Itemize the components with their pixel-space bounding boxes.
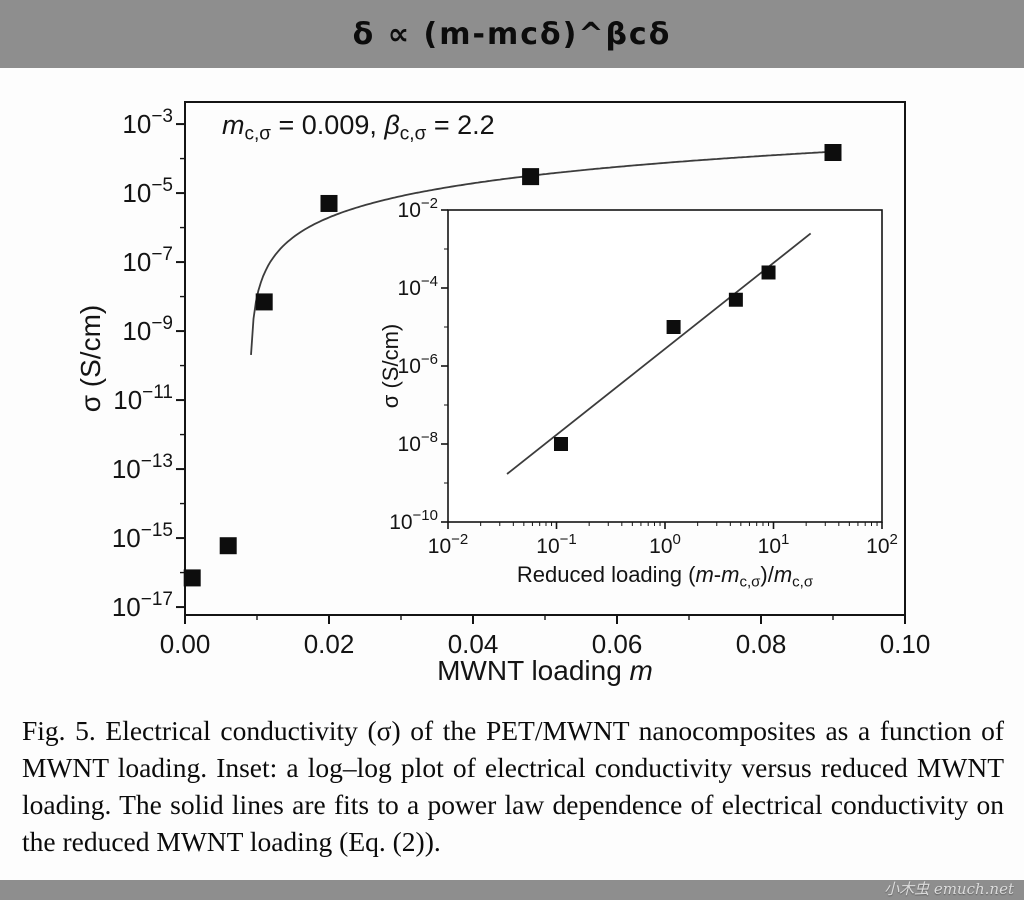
formula-text: δ ∝ (m-mcδ)^βcδ [352,16,672,52]
figure-panel: 0.00 0.02 0.04 0.06 0.08 0.10 10−3 10−5 10−7 10−9… [0,68,1024,880]
inset-fit-line [506,232,812,475]
main-data-point [183,569,201,587]
formula-banner: δ ∝ (m-mcδ)^βcδ [0,0,1024,68]
inset-y-tick-label: 10−10 [389,507,438,534]
inset-x-tick-label: 100 [649,531,681,558]
main-y-tick-label: 10−7 [122,244,173,277]
main-data-point [522,168,540,186]
inset-data-point [761,265,776,280]
inset-data-point [553,437,568,451]
main-x-axis-title: MWNT loading m [437,655,653,686]
main-y-tick-label: 10−13 [112,451,173,484]
inset-x-tick-label: 10−1 [536,531,576,558]
inset-y-axis-title: σ (S/cm) [378,324,403,408]
inset-data-point [666,320,681,334]
main-data-point [320,194,338,212]
inset-data-point [728,292,743,307]
watermark-text: 小木虫 emuch.net [884,880,1014,898]
conductivity-chart: 0.00 0.02 0.04 0.06 0.08 0.10 10−3 10−5 10−7 10−9… [75,101,931,686]
main-y-tick-label: 10−5 [122,175,173,208]
inset-plot: 10−2 10−1 100 101 102 10−2 10−4 10−6 10−8 10−10 Re… [378,195,898,590]
inset-y-tick-label: 10−8 [398,429,438,456]
main-plot: 0.00 0.02 0.04 0.06 0.08 0.10 10−3 10−5 10−7 10−9… [75,101,931,686]
main-data-point [219,537,237,555]
inset-y-tick-label: 10−2 [398,195,438,222]
fit-parameters-annotation: mc,σ = 0.009, βc,σ = 2.2 [222,110,495,144]
inset-y-tick-label: 10−4 [398,273,438,300]
main-x-tick-label: 0.10 [880,629,931,659]
main-x-tick-label: 0.06 [592,629,643,659]
inset-plot-frame [447,209,883,523]
inset-x-axis-title: Reduced loading (m-mc,σ)/mc,σ [517,562,814,590]
main-y-tick-label: 10−3 [122,106,173,139]
main-y-tick-label: 10−9 [122,313,173,346]
main-fit-curve [250,150,837,355]
main-x-tick-label: 0.02 [304,629,355,659]
inset-y-tick-label: 10−6 [398,351,438,378]
main-y-tick-label: 10−15 [112,520,173,553]
main-x-tick-label: 0.00 [160,629,211,659]
inset-x-tick-label: 10−2 [428,531,468,558]
main-data-point [824,144,842,162]
main-y-tick-label: 10−11 [113,382,173,415]
figure-caption: Fig. 5. Electrical conductivity (σ) of t… [22,715,1004,858]
inset-x-tick-label: 102 [866,531,898,558]
main-y-tick-label: 10−17 [112,589,173,622]
main-y-axis-title: σ (S/cm) [75,305,106,413]
main-x-tick-label: 0.04 [448,629,499,659]
main-x-tick-label: 0.08 [736,629,787,659]
inset-x-tick-label: 101 [758,531,790,558]
main-data-point [255,293,273,311]
